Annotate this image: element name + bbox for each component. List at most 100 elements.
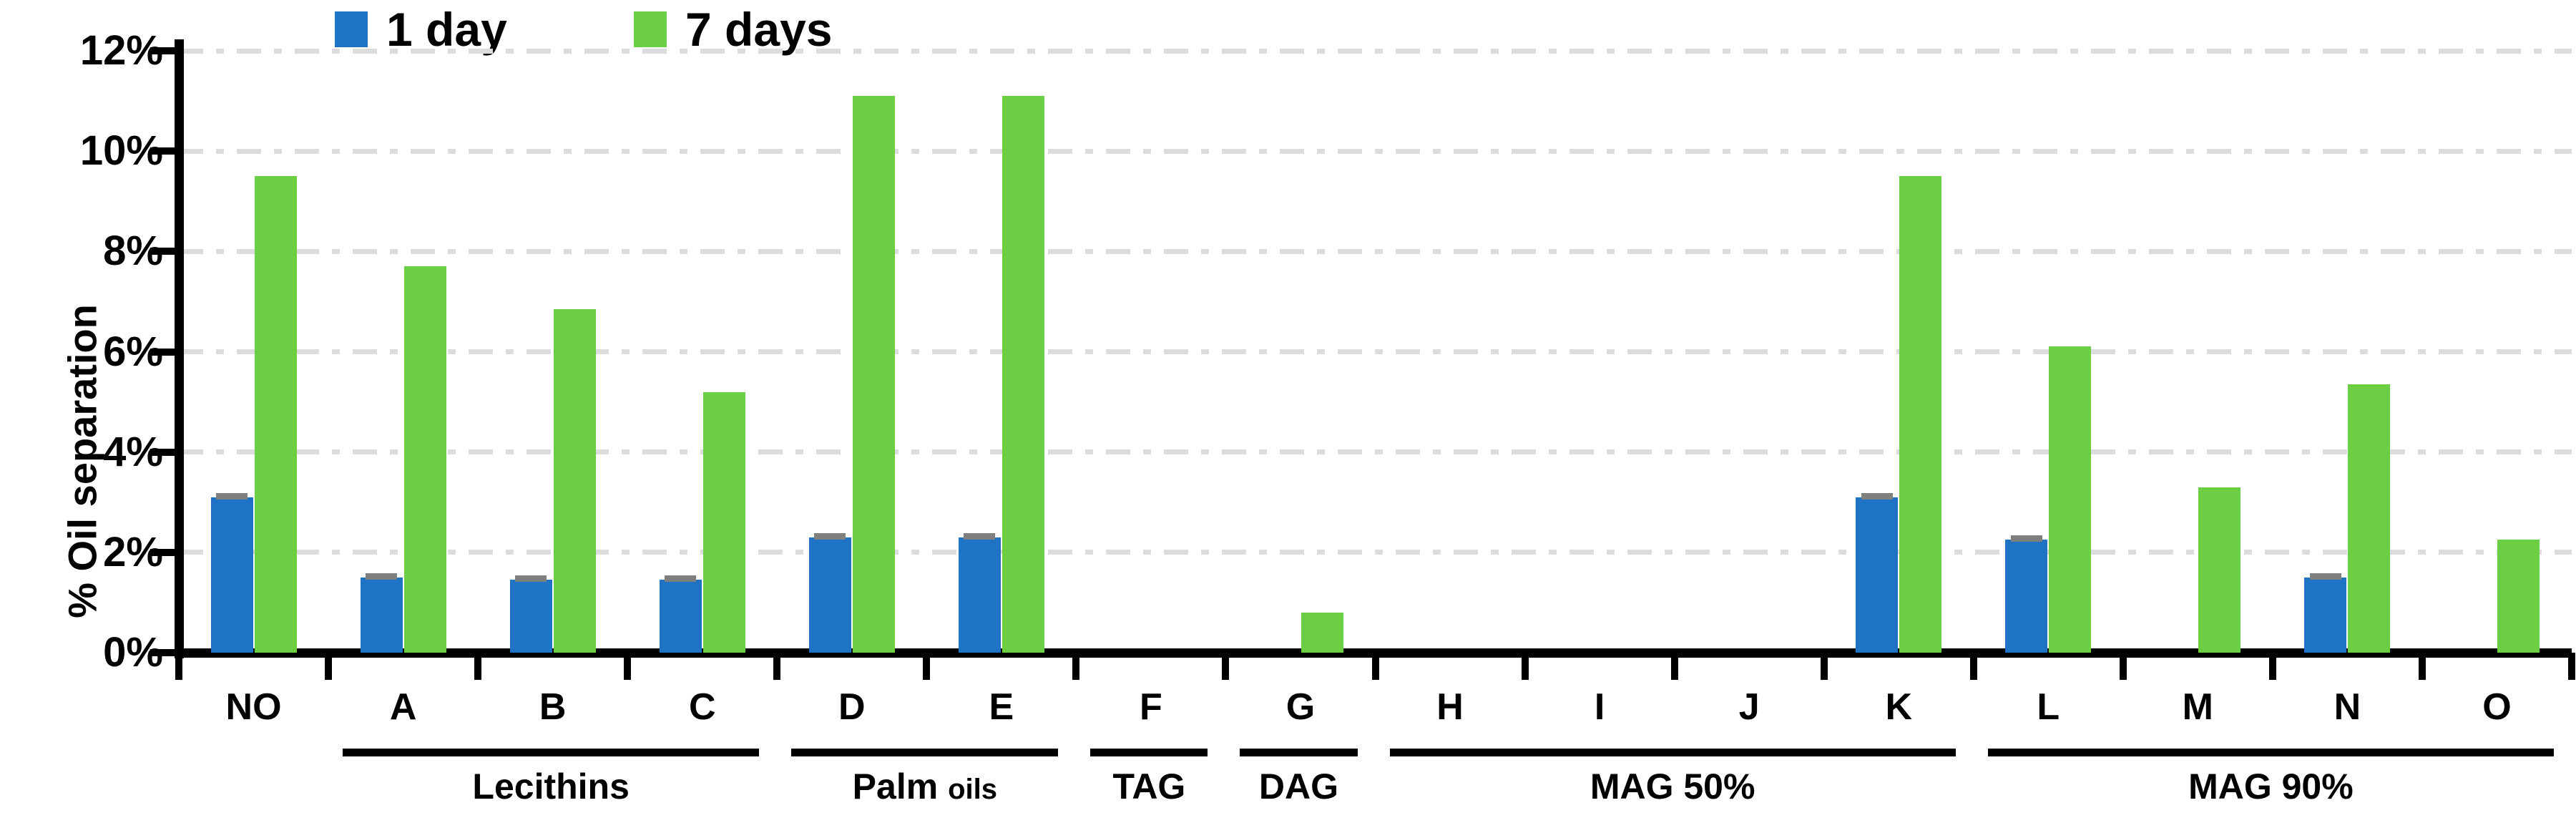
gridline-6pct [179, 349, 2572, 354]
x-tick-14 [2268, 653, 2276, 680]
error-cap-1day-K [1861, 492, 1893, 500]
y-tick-0% [150, 649, 179, 656]
group-label-small: oils [948, 774, 997, 805]
error-cap-1day-D [814, 532, 846, 540]
x-tick-10 [1670, 653, 1678, 680]
error-cap-1day-C [665, 575, 697, 583]
y-tick-label-0%: 0% [103, 629, 163, 676]
x-tick-7 [1222, 653, 1230, 680]
x-tick-3 [624, 653, 632, 680]
x-category-label-E: E [989, 686, 1014, 728]
x-tick-15 [2418, 653, 2426, 680]
x-tick-1 [325, 653, 333, 680]
group-label-tag: TAG [1112, 766, 1186, 807]
x-category-label-O: O [2482, 686, 2512, 728]
y-tick-label-6%: 6% [103, 328, 163, 375]
legend-swatch-1day [335, 11, 368, 47]
group-underline-tag [1090, 749, 1208, 756]
group-underline-mag-90- [1987, 749, 2554, 756]
bar-7days-B [553, 308, 596, 653]
x-category-label-NO: NO [225, 686, 282, 728]
y-tick-12% [150, 47, 179, 54]
bar-7days-NO [254, 176, 297, 653]
x-tick-4 [773, 653, 781, 680]
bar-7days-O [2497, 540, 2540, 653]
bar-1day-NO [210, 497, 253, 653]
group-label-lecithins: Lecithins [472, 766, 630, 807]
bar-7days-A [403, 266, 446, 653]
group-label-mag-50-: MAG 50% [1590, 766, 1755, 807]
bar-7days-E [1001, 96, 1044, 653]
group-underline-palm-oils [791, 749, 1059, 756]
error-cap-1day-E [964, 532, 996, 540]
x-category-label-D: D [838, 686, 866, 728]
bar-1day-K [1856, 497, 1899, 653]
bar-1day-B [509, 580, 552, 653]
x-tick-13 [2119, 653, 2127, 680]
x-category-label-I: I [1594, 686, 1605, 728]
y-tick-label-10%: 10% [79, 127, 163, 175]
bar-7days-N [2348, 384, 2391, 653]
x-category-label-C: C [688, 686, 716, 728]
x-tick-2 [474, 653, 482, 680]
bar-7days-G [1301, 612, 1343, 653]
legend-label-7days: 7 days [685, 3, 833, 56]
y-tick-6% [150, 348, 179, 356]
x-tick-12 [1969, 653, 1977, 680]
legend-label-1day: 1 day [386, 3, 507, 56]
group-label-dag: DAG [1258, 766, 1339, 807]
x-category-label-N: N [2333, 686, 2361, 728]
error-cap-1day-L [2010, 535, 2042, 542]
x-tick-5 [923, 653, 931, 680]
legend-swatch-7days [634, 11, 667, 47]
x-category-label-G: G [1285, 686, 1316, 728]
gridline-4pct [179, 449, 2572, 455]
x-category-label-B: B [539, 686, 567, 728]
group-label-palm-oils: Palm oils [853, 767, 997, 809]
y-tick-2% [150, 548, 179, 556]
y-tick-label-2%: 2% [103, 528, 163, 575]
group-underline-lecithins [343, 749, 760, 756]
bar-1day-A [360, 577, 403, 653]
x-tick-11 [1820, 653, 1828, 680]
y-tick-4% [150, 448, 179, 456]
x-tick-0 [175, 653, 182, 680]
x-category-label-J: J [1738, 686, 1760, 728]
x-category-label-K: K [1885, 686, 1912, 728]
bar-1day-D [808, 537, 851, 653]
x-category-label-M: M [2182, 686, 2213, 728]
error-cap-1day-A [366, 573, 398, 580]
y-tick-label-4%: 4% [103, 428, 163, 475]
gridline-8pct [179, 248, 2572, 254]
bar-7days-L [2049, 346, 2092, 653]
bar-7days-D [852, 96, 895, 653]
x-tick-6 [1072, 653, 1080, 680]
x-category-label-L: L [2037, 686, 2060, 728]
y-tick-label-12%: 12% [79, 27, 163, 74]
error-cap-1day-B [515, 575, 547, 583]
gridline-2pct [179, 550, 2572, 555]
gridline-12pct [179, 48, 2572, 54]
bar-7days-C [702, 391, 745, 653]
bar-1day-E [958, 537, 1001, 653]
bar-1day-L [2005, 540, 2048, 653]
x-tick-9 [1521, 653, 1529, 680]
x-tick-8 [1371, 653, 1379, 680]
x-category-label-H: H [1436, 686, 1464, 728]
group-label-mag-90-: MAG 90% [2188, 766, 2354, 807]
bar-1day-N [2304, 577, 2347, 653]
bar-7days-M [2198, 487, 2241, 653]
bar-1day-C [659, 580, 702, 653]
error-cap-1day-NO [216, 492, 248, 500]
bar-7days-K [1899, 176, 1942, 653]
group-underline-dag [1240, 749, 1358, 756]
group-label-main: Palm [852, 766, 949, 807]
y-tick-8% [150, 248, 179, 255]
x-tick-16 [2568, 653, 2575, 680]
y-axis-line [175, 39, 184, 658]
y-tick-10% [150, 147, 179, 155]
x-category-label-A: A [389, 686, 417, 728]
x-category-label-F: F [1140, 686, 1162, 728]
group-underline-mag-50- [1389, 749, 1956, 756]
